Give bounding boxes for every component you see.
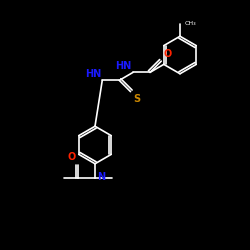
Text: O: O: [67, 152, 76, 162]
Text: HN: HN: [85, 69, 101, 79]
Text: CH₃: CH₃: [184, 21, 196, 26]
Text: O: O: [163, 49, 172, 59]
Text: N: N: [97, 172, 105, 182]
Text: S: S: [133, 94, 140, 104]
Text: HN: HN: [116, 61, 132, 71]
